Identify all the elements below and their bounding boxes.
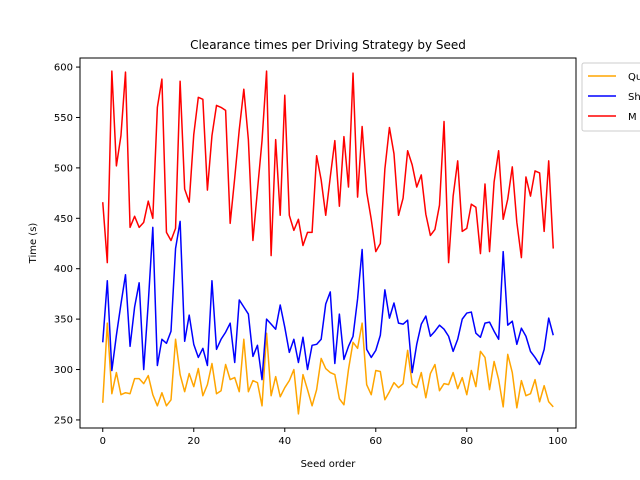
y-tick-label: 250 (54, 415, 73, 426)
plot-series-group (102, 70, 554, 415)
legend-box (581, 62, 640, 132)
x-tick-label: 40 (278, 436, 291, 447)
legend: Qu Sh M (581, 62, 640, 132)
x-axis-label: Seed order (301, 459, 357, 470)
legend-label-0: Qu (628, 72, 640, 83)
y-tick-label: 550 (54, 113, 73, 124)
series-line-2 (102, 70, 554, 264)
x-tick-label: 0 (100, 436, 106, 447)
x-tick-label: 60 (369, 436, 382, 447)
x-tick-label: 80 (460, 436, 473, 447)
y-tick-label: 450 (54, 214, 73, 225)
legend-label-2: M (628, 112, 637, 123)
y-tick-label: 300 (54, 365, 73, 376)
y-tick-label: 400 (54, 264, 73, 275)
y-axis-label: Time (s) (28, 223, 39, 265)
x-tick-label: 20 (187, 436, 200, 447)
legend-label-1: Sh (628, 92, 640, 103)
x-tick-label: 100 (548, 436, 567, 447)
series-line-1 (102, 220, 554, 381)
y-tick-label: 600 (54, 63, 73, 74)
y-tick-label: 500 (54, 163, 73, 174)
plot-frame (79, 57, 577, 429)
legend-items: Qu Sh M (588, 72, 640, 123)
y-tick-label: 350 (54, 315, 73, 326)
series-line-0 (102, 322, 554, 415)
y-axis: 250 300 350 400 450 500 550 600 (54, 63, 80, 426)
chart-title: Clearance times per Driving Strategy by … (190, 38, 466, 52)
x-axis: 0 20 40 60 80 100 (100, 428, 567, 447)
